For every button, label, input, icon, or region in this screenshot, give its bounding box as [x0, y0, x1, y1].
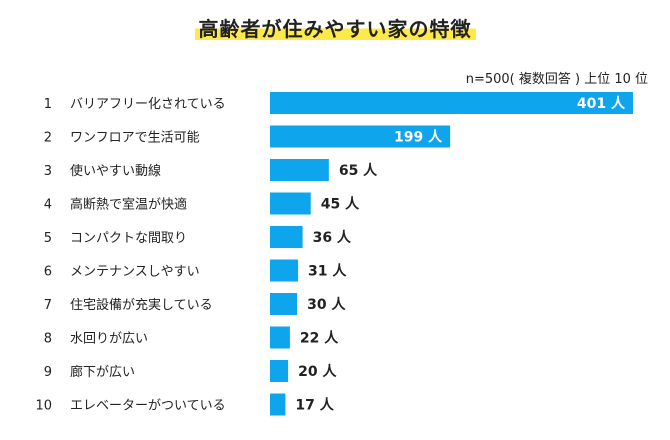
value-label: 401 人	[577, 95, 626, 112]
bar	[270, 360, 289, 382]
chart-title: 高齢者が住みやすい家の特徴	[194, 14, 476, 42]
bar	[270, 226, 303, 248]
value-label: 17 人	[295, 397, 334, 414]
rank-number: 4	[44, 198, 52, 213]
category-label: 水回りが広い	[70, 332, 148, 347]
rank-number: 8	[44, 332, 52, 347]
bar	[270, 293, 298, 315]
category-label: 高断熱で室温が快適	[70, 197, 187, 213]
bar	[270, 393, 286, 416]
value-label: 65 人	[339, 162, 378, 179]
rank-number: 7	[44, 298, 52, 313]
bar	[270, 159, 329, 181]
bar	[270, 259, 299, 282]
category-label: メンテナンスしやすい	[70, 265, 200, 280]
value-label: 36 人	[313, 229, 352, 246]
bar	[270, 326, 290, 349]
rank-number: 3	[44, 164, 52, 179]
value-label: 20 人	[298, 363, 337, 380]
sample-note: n=500( 複数回答 ) 上位 10 位	[465, 72, 648, 87]
category-label: 住宅設備が充実している	[70, 297, 213, 313]
value-label: 199 人	[394, 129, 443, 146]
bar	[270, 92, 633, 114]
category-label: 廊下が広い	[70, 364, 135, 380]
bar	[270, 192, 311, 215]
value-label: 30 人	[307, 296, 346, 313]
category-label: エレベーターがついている	[70, 399, 226, 414]
value-label: 22 人	[300, 330, 339, 347]
value-label: 45 人	[321, 196, 360, 213]
category-label: 使いやすい動線	[70, 163, 161, 179]
rank-number: 2	[44, 131, 52, 146]
rank-number: 1	[44, 97, 52, 112]
category-label: バリアフリー化されている	[70, 97, 226, 112]
value-label: 31 人	[308, 263, 347, 280]
bar	[270, 125, 451, 148]
rank-number: 10	[35, 399, 52, 414]
category-label: ワンフロアで生活可能	[70, 131, 200, 146]
rank-number: 9	[44, 365, 52, 380]
rank-number: 6	[44, 265, 52, 280]
category-label: コンパクトな間取り	[70, 231, 187, 246]
rank-number: 5	[44, 231, 52, 246]
